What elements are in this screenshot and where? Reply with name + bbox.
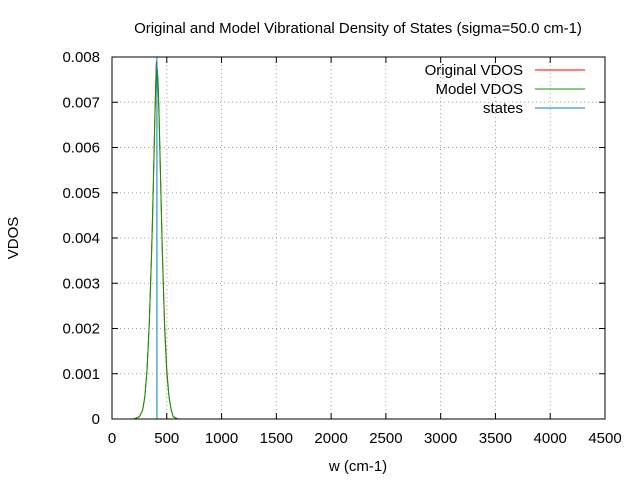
grid (112, 57, 605, 419)
x-tick-label: 3000 (424, 430, 457, 447)
tick-labels: 0 500 1000 1500 2000 2500 3000 3500 4000 4500 0 0.0… (62, 49, 621, 447)
series-line (133, 65, 178, 420)
x-tick-label: 2000 (314, 430, 347, 447)
y-tick-label: 0.003 (62, 275, 100, 292)
x-tick-label: 2500 (369, 430, 402, 447)
y-tick-label: 0.008 (62, 49, 100, 66)
y-tick-label: 0.004 (62, 230, 100, 247)
x-tick-label: 1500 (260, 430, 293, 447)
x-tick-label: 4500 (588, 430, 621, 447)
axis-ticks (111, 56, 606, 420)
y-axis-label: VDOS (5, 217, 22, 260)
y-tick-label: 0.006 (62, 140, 100, 157)
y-tick-label: 0.002 (62, 321, 100, 338)
legend-label: Model VDOS (435, 81, 523, 98)
plot-lines (133, 57, 178, 420)
y-tick-label: 0.005 (62, 185, 100, 202)
y-tick-label: 0 (92, 411, 100, 428)
x-tick-label: 3500 (479, 430, 512, 447)
x-tick-label: 1000 (205, 430, 238, 447)
chart-title: Original and Model Vibrational Density o… (134, 20, 582, 37)
x-tick-label: 0 (108, 430, 116, 447)
legend-label: states (483, 100, 523, 117)
y-tick-label: 0.001 (62, 366, 100, 383)
x-axis-label: w (cm-1) (328, 458, 387, 475)
legend-label: Original VDOS (425, 62, 523, 79)
x-tick-label: 4000 (534, 430, 567, 447)
legend: Original VDOS Model VDOS states (425, 62, 585, 117)
y-tick-label: 0.007 (62, 94, 100, 111)
x-tick-label: 500 (154, 430, 179, 447)
